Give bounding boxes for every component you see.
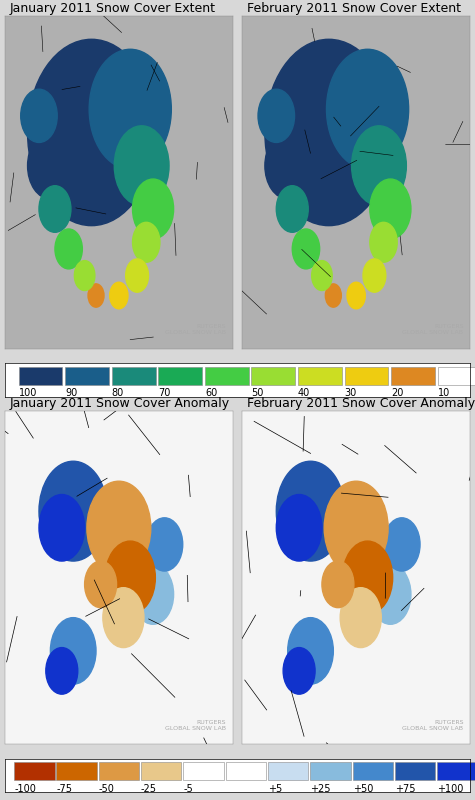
Circle shape [265, 133, 311, 199]
Circle shape [370, 179, 411, 239]
Circle shape [342, 541, 393, 614]
FancyBboxPatch shape [141, 762, 181, 780]
Text: -5: -5 [183, 784, 193, 794]
Circle shape [126, 259, 149, 292]
Text: RUTGERS
GLOBAL SNOW LAB: RUTGERS GLOBAL SNOW LAB [165, 719, 226, 730]
Text: -50: -50 [99, 784, 114, 794]
Text: 100: 100 [19, 388, 37, 398]
FancyBboxPatch shape [310, 762, 351, 780]
Circle shape [322, 561, 354, 608]
Circle shape [55, 229, 82, 269]
Circle shape [370, 564, 411, 624]
Circle shape [383, 518, 420, 571]
Circle shape [347, 282, 365, 309]
Text: RUTGERS
GLOBAL SNOW LAB: RUTGERS GLOBAL SNOW LAB [402, 324, 464, 335]
Text: +50: +50 [352, 784, 373, 794]
Text: 30: 30 [344, 388, 357, 398]
Text: 60: 60 [205, 388, 217, 398]
Circle shape [370, 222, 397, 262]
FancyBboxPatch shape [352, 762, 393, 780]
Circle shape [21, 90, 57, 142]
Circle shape [87, 482, 151, 574]
Circle shape [340, 588, 381, 647]
FancyBboxPatch shape [183, 762, 224, 780]
Circle shape [276, 462, 345, 561]
Text: 40: 40 [298, 388, 310, 398]
FancyBboxPatch shape [112, 366, 156, 385]
FancyBboxPatch shape [99, 762, 139, 780]
FancyBboxPatch shape [65, 366, 109, 385]
Circle shape [352, 126, 406, 206]
Text: February 2011 Snow Cover Anomaly: February 2011 Snow Cover Anomaly [247, 397, 475, 410]
Text: 50: 50 [251, 388, 264, 398]
FancyBboxPatch shape [437, 762, 475, 780]
FancyBboxPatch shape [205, 366, 249, 385]
FancyBboxPatch shape [391, 366, 435, 385]
Circle shape [75, 261, 95, 290]
Circle shape [105, 541, 155, 614]
Text: +100: +100 [437, 784, 464, 794]
FancyBboxPatch shape [251, 366, 295, 385]
Text: +25: +25 [310, 784, 331, 794]
Text: +75: +75 [395, 784, 416, 794]
FancyBboxPatch shape [19, 366, 63, 385]
FancyBboxPatch shape [437, 366, 475, 385]
FancyBboxPatch shape [57, 762, 97, 780]
Circle shape [133, 564, 173, 624]
Circle shape [325, 284, 342, 307]
Circle shape [133, 222, 160, 262]
Text: February 2011 Snow Cover Extent: February 2011 Snow Cover Extent [247, 2, 461, 15]
Text: January 2011 Snow Cover Anomaly: January 2011 Snow Cover Anomaly [10, 397, 229, 410]
FancyBboxPatch shape [344, 366, 389, 385]
Circle shape [110, 282, 128, 309]
Circle shape [146, 518, 183, 571]
FancyBboxPatch shape [158, 366, 202, 385]
Circle shape [288, 618, 333, 684]
Circle shape [133, 179, 173, 239]
Circle shape [103, 588, 144, 647]
Text: 10: 10 [437, 388, 450, 398]
Circle shape [50, 618, 96, 684]
Circle shape [363, 259, 386, 292]
FancyBboxPatch shape [298, 366, 342, 385]
Text: RUTGERS
GLOBAL SNOW LAB: RUTGERS GLOBAL SNOW LAB [165, 324, 226, 335]
Text: January 2011 Snow Cover Extent: January 2011 Snow Cover Extent [10, 2, 215, 15]
Circle shape [258, 90, 294, 142]
Text: 80: 80 [112, 388, 124, 398]
Text: -75: -75 [57, 784, 72, 794]
FancyBboxPatch shape [268, 762, 308, 780]
Text: +5: +5 [268, 784, 282, 794]
Text: -25: -25 [141, 784, 157, 794]
Circle shape [292, 229, 320, 269]
Circle shape [28, 39, 155, 226]
FancyBboxPatch shape [395, 762, 436, 780]
Circle shape [88, 284, 104, 307]
Circle shape [265, 39, 393, 226]
Text: -100: -100 [14, 784, 36, 794]
Circle shape [326, 50, 408, 169]
FancyBboxPatch shape [14, 762, 55, 780]
Circle shape [46, 647, 78, 694]
Circle shape [28, 133, 73, 199]
Circle shape [276, 494, 322, 561]
Circle shape [39, 462, 107, 561]
Circle shape [85, 561, 116, 608]
Circle shape [283, 647, 315, 694]
Text: 70: 70 [158, 388, 171, 398]
Circle shape [276, 186, 308, 232]
Circle shape [114, 126, 169, 206]
Text: 20: 20 [391, 388, 403, 398]
Circle shape [114, 521, 169, 601]
FancyBboxPatch shape [226, 762, 266, 780]
Text: RUTGERS
GLOBAL SNOW LAB: RUTGERS GLOBAL SNOW LAB [402, 719, 464, 730]
Text: 90: 90 [65, 388, 77, 398]
Circle shape [324, 482, 388, 574]
Circle shape [352, 521, 406, 601]
Circle shape [39, 494, 85, 561]
Circle shape [312, 261, 332, 290]
Circle shape [39, 186, 71, 232]
Circle shape [89, 50, 171, 169]
